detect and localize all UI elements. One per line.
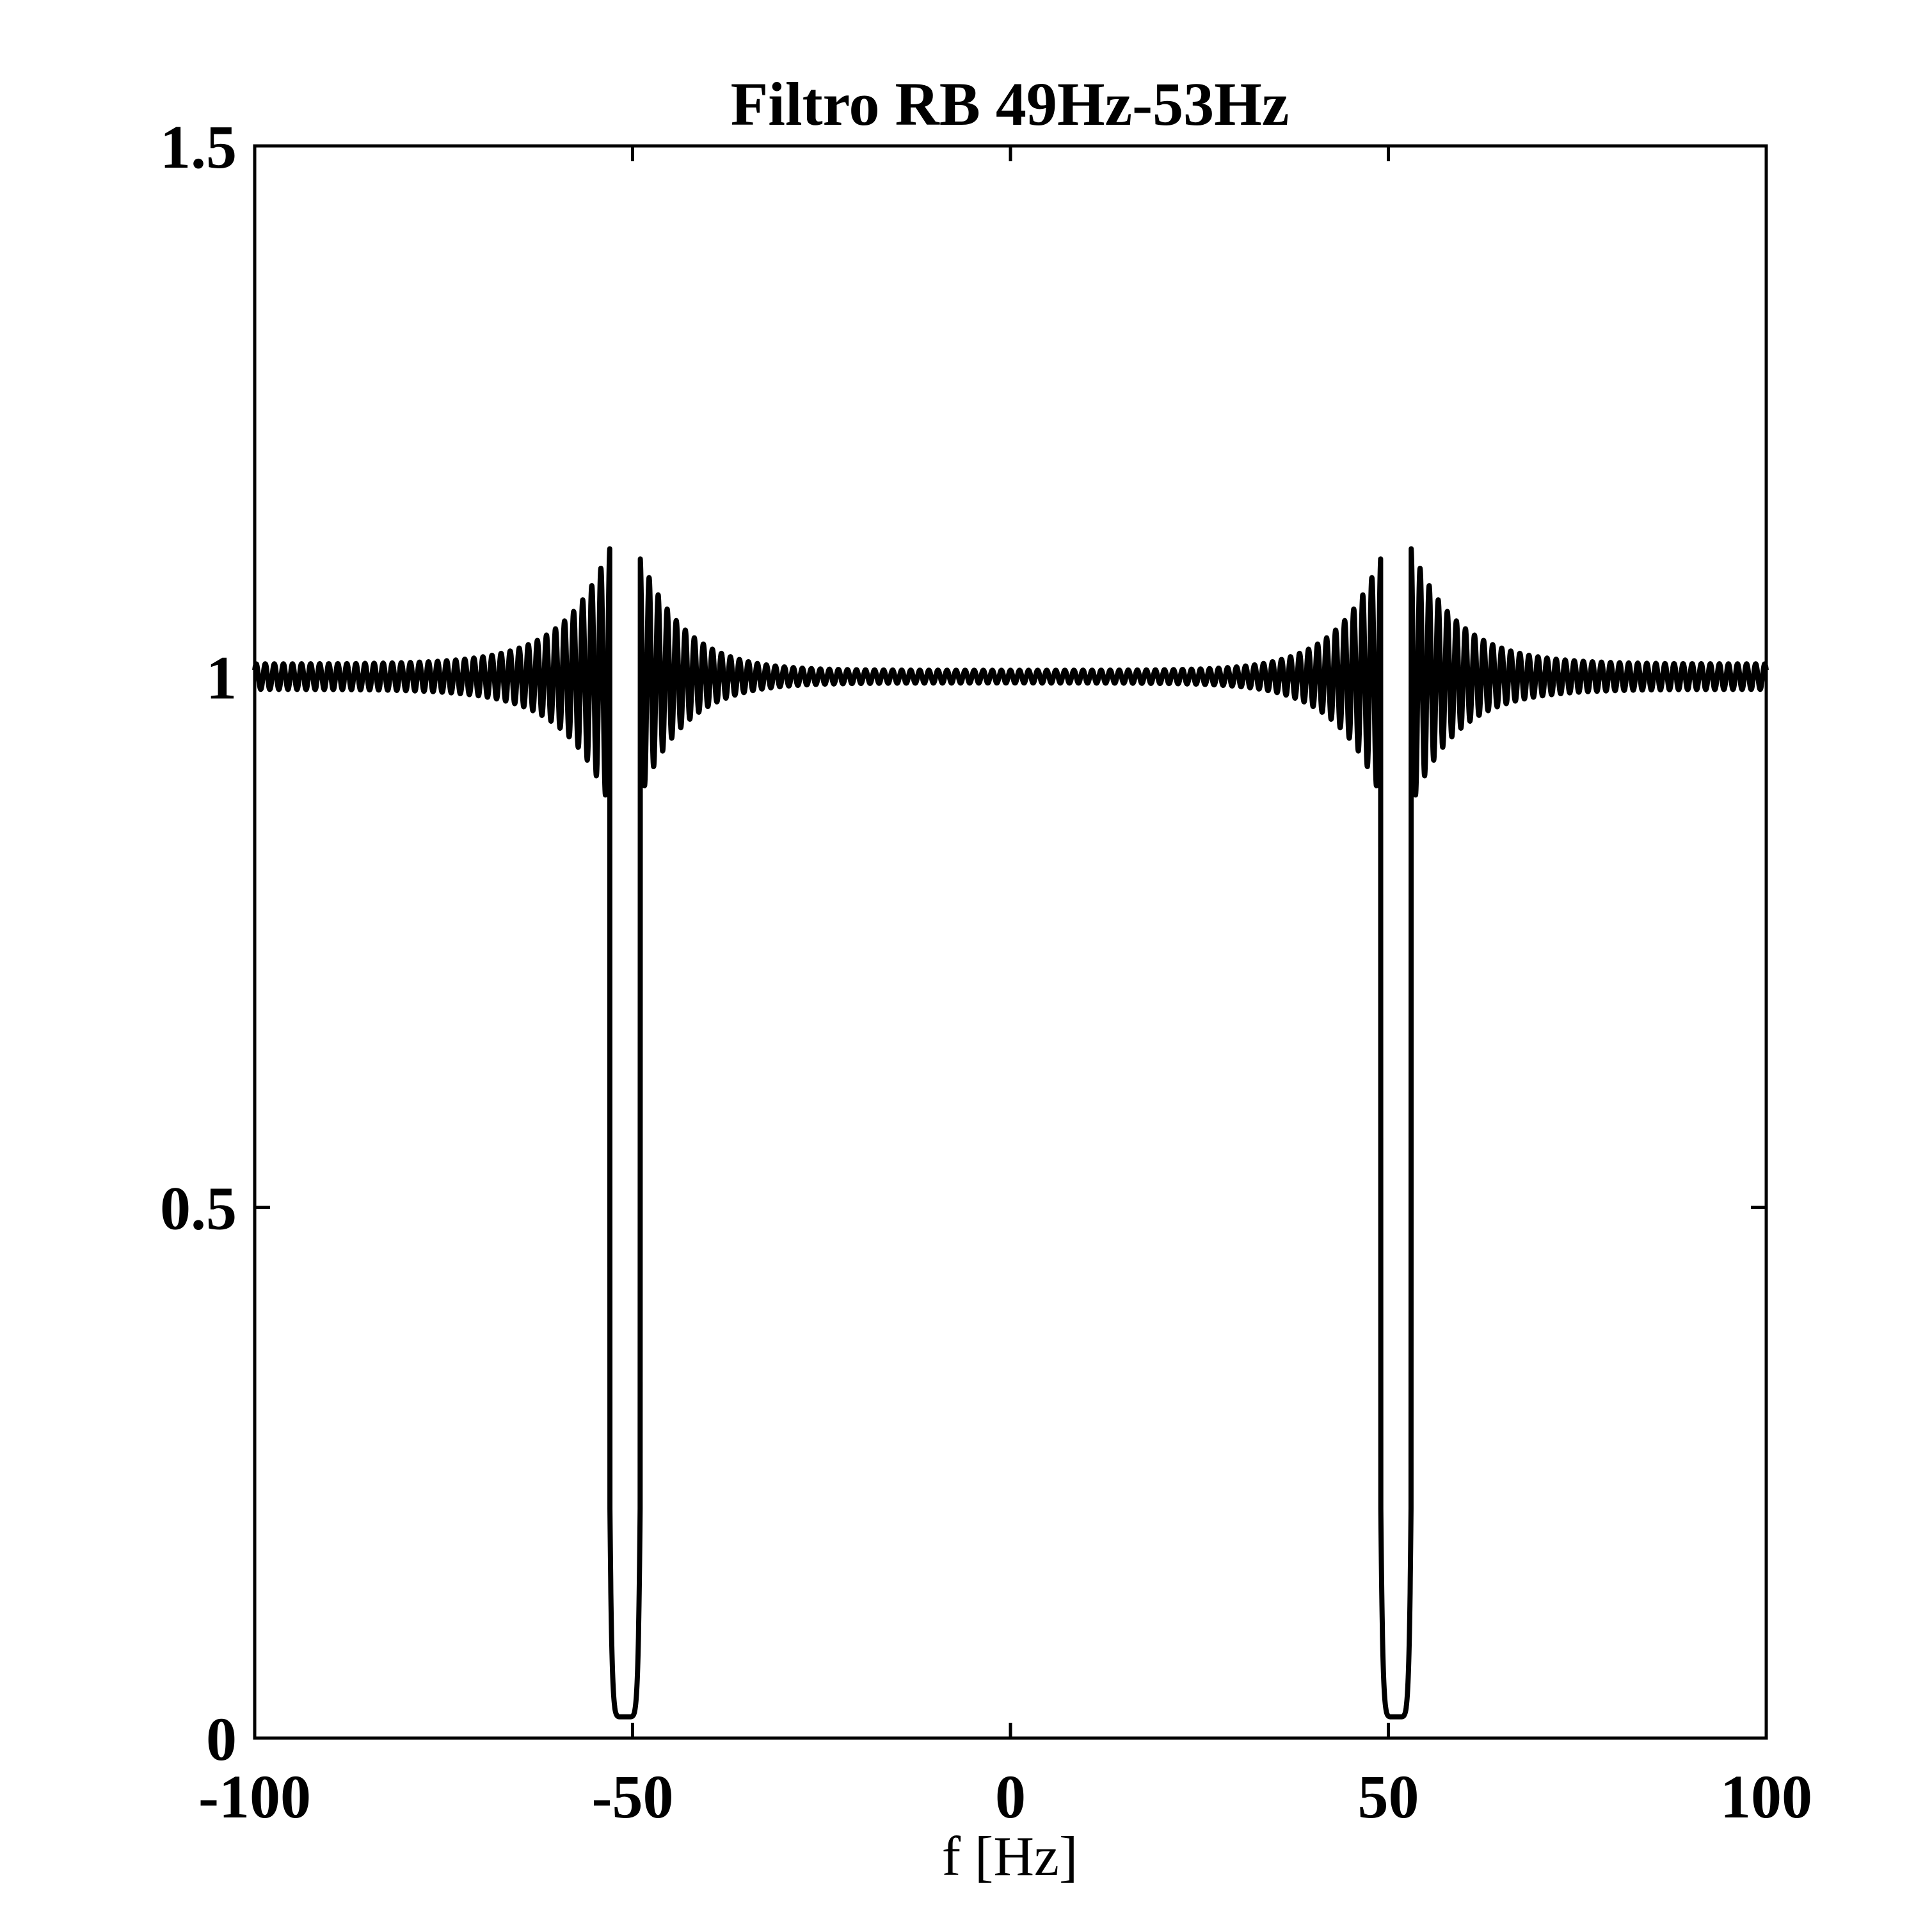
y-tick-label: 1 xyxy=(206,643,237,712)
chart-title: Filtro RB 49Hz-53Hz xyxy=(731,70,1289,138)
x-tick-label: -100 xyxy=(198,1762,311,1831)
x-tick-label: 0 xyxy=(995,1762,1026,1831)
x-tick-label: 50 xyxy=(1358,1762,1419,1831)
x-tick-label: -50 xyxy=(592,1762,674,1831)
y-tick-label: 1.5 xyxy=(160,113,237,181)
y-tick-label: 0.5 xyxy=(160,1174,237,1243)
axis-ticks xyxy=(253,144,1768,1740)
x-tick-label: 100 xyxy=(1720,1762,1812,1831)
y-tick-label: 0 xyxy=(206,1705,237,1773)
x-axis-label: f [Hz] xyxy=(942,1826,1078,1888)
plot-frame xyxy=(253,144,1768,1740)
series-line-response xyxy=(252,546,1769,1720)
axis-tick-labels: -100 -50 0 50 100 0 0.5 1 1.5 xyxy=(160,113,1812,1831)
